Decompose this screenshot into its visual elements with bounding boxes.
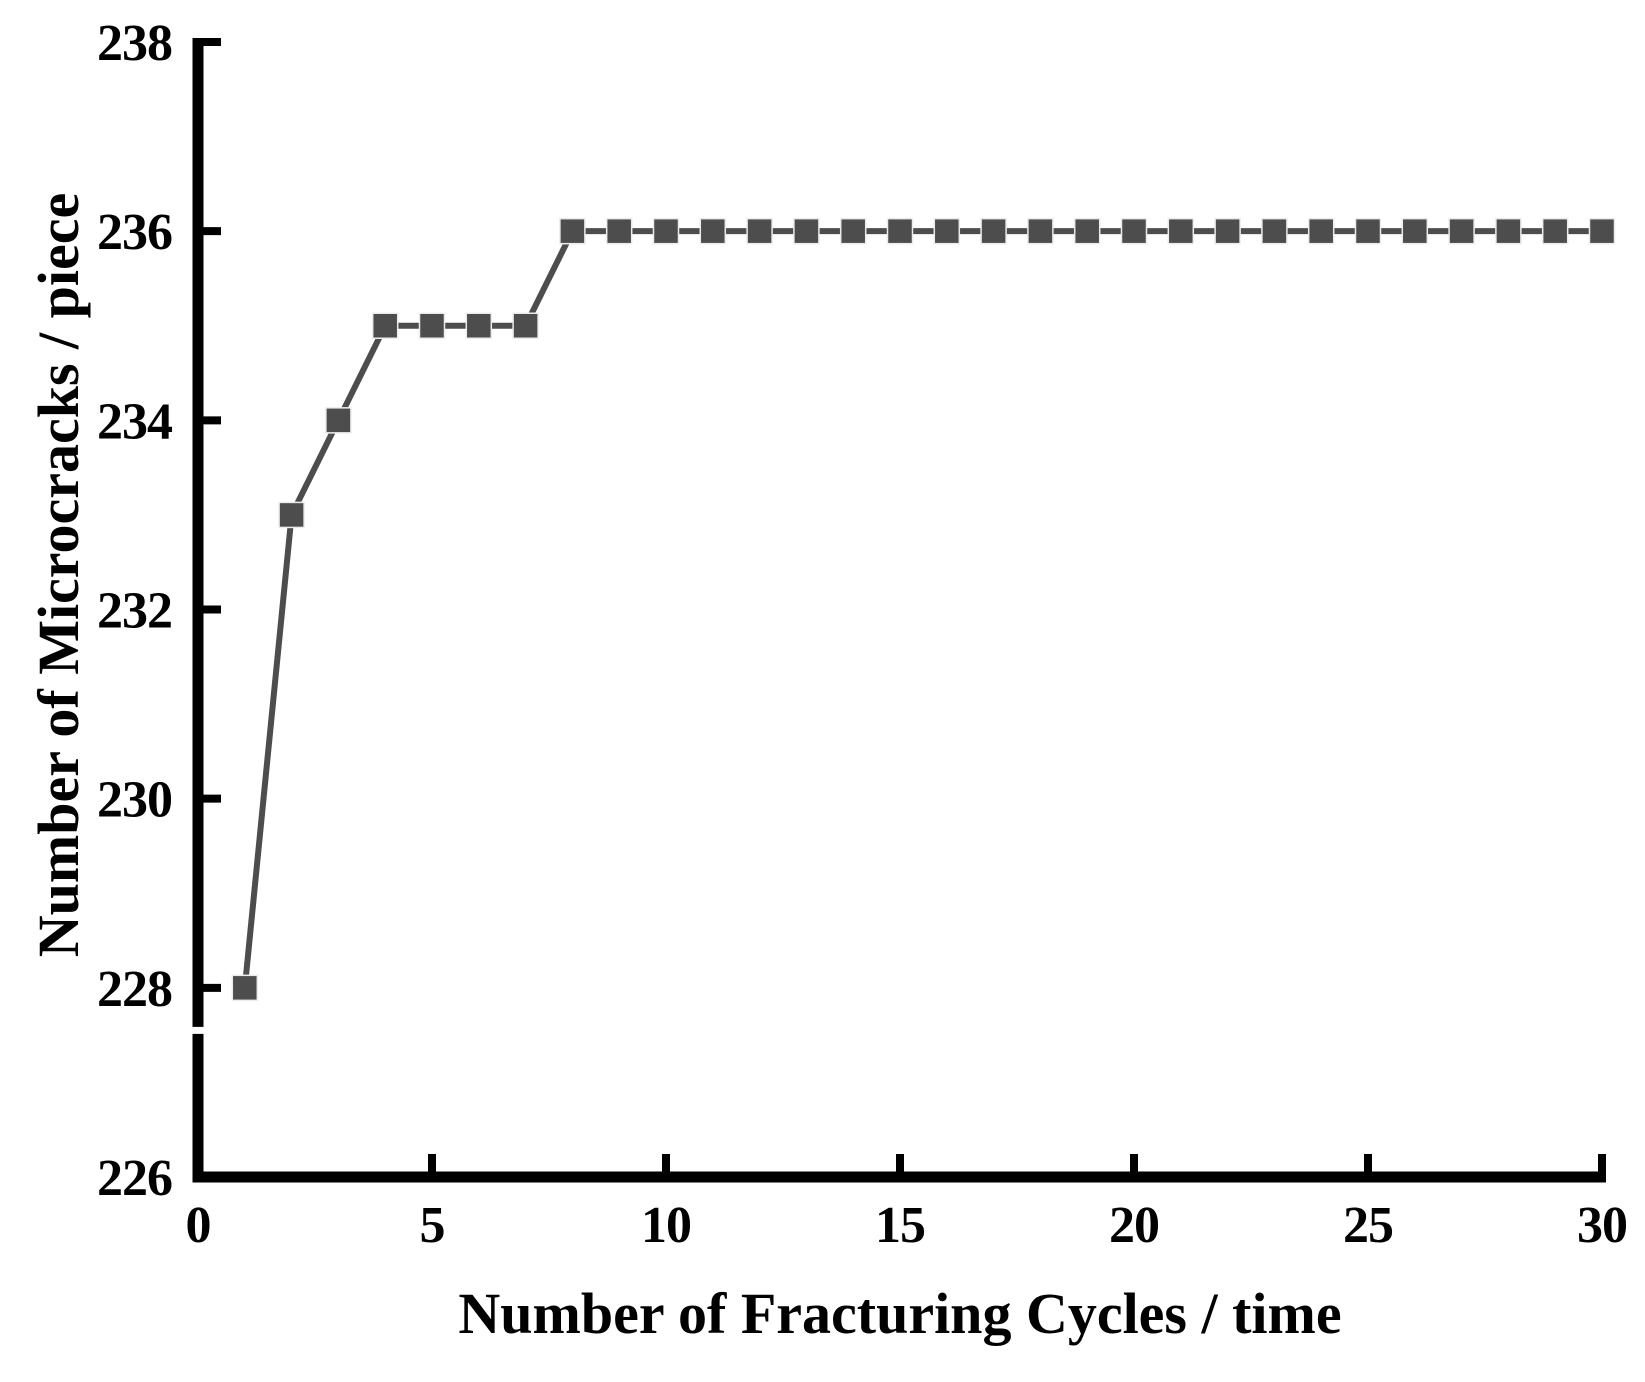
x-axis-title: Number of Fracturing Cycles / time — [458, 1281, 1341, 1346]
y-axis-break — [190, 1026, 206, 1034]
y-tick-label: 234 — [97, 393, 173, 450]
data-point-marker — [1261, 217, 1288, 245]
data-point-marker — [699, 217, 727, 245]
data-point-marker — [1307, 217, 1335, 245]
data-point-marker — [1495, 217, 1522, 245]
y-tick-label: 238 — [97, 15, 172, 72]
data-point-marker — [839, 217, 867, 245]
data-point-marker — [746, 217, 773, 245]
data-point-marker — [605, 217, 633, 245]
data-point-marker — [278, 501, 305, 529]
data-point-marker — [465, 312, 493, 339]
x-tick-label: 15 — [875, 1197, 925, 1254]
x-tick-label: 30 — [1577, 1197, 1627, 1254]
y-tick-label: 232 — [97, 583, 172, 640]
data-point-marker — [793, 217, 820, 245]
data-point-marker — [1073, 217, 1101, 245]
data-point-marker — [980, 217, 1007, 245]
data-point-marker — [325, 407, 352, 434]
data-point-marker — [231, 974, 259, 1002]
data-point-marker — [512, 312, 539, 339]
data-point-marker — [1027, 217, 1054, 245]
x-tick-label: 5 — [420, 1197, 445, 1254]
data-point-marker — [559, 217, 586, 245]
data-point-marker — [418, 312, 446, 339]
series-line — [241, 228, 1602, 989]
data-point-marker — [886, 217, 914, 245]
data-point-marker — [1167, 217, 1195, 245]
data-point-marker — [1401, 217, 1429, 245]
data-point-marker — [371, 312, 399, 339]
x-tick-label: 20 — [1109, 1197, 1159, 1254]
x-tick-label: 0 — [186, 1197, 211, 1254]
x-tick-label: 25 — [1343, 1197, 1393, 1254]
data-point-marker — [1120, 217, 1148, 245]
y-tick-label: 230 — [97, 772, 172, 829]
data-series — [231, 217, 1616, 1002]
axes: 226 228 230 232 234 236 238 0 5 10 15 20 25 30 — [97, 15, 1628, 1254]
x-tick-label: 10 — [641, 1197, 691, 1254]
data-point-marker — [1588, 217, 1616, 245]
y-tick-label: 228 — [97, 961, 172, 1018]
data-point-marker — [933, 217, 961, 245]
data-point-marker — [1354, 217, 1382, 245]
y-tick-label: 236 — [97, 204, 172, 261]
y-tick-label: 226 — [97, 1150, 172, 1207]
y-axis-title: Number of Microcracks / piece — [26, 193, 91, 958]
data-point-marker — [1448, 217, 1475, 245]
data-point-marker — [1541, 217, 1569, 245]
data-point-marker — [1214, 217, 1241, 245]
data-point-marker — [652, 217, 680, 245]
